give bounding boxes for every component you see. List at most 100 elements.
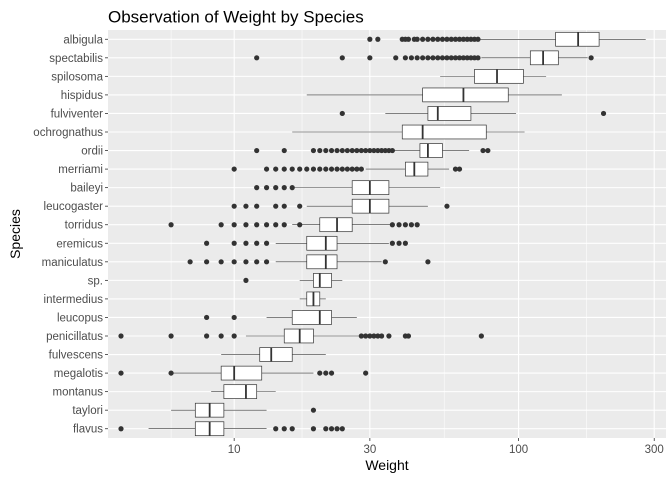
outlier-point (344, 147, 350, 154)
outlier-point (371, 333, 377, 339)
y-tick-label: baileyi (70, 183, 103, 195)
outlier-point (396, 222, 402, 228)
box-taylori (171, 402, 317, 418)
outlier-point (382, 147, 388, 154)
outlier-point (414, 222, 420, 228)
outlier-point (456, 36, 463, 42)
x-tick-label: 30 (363, 444, 376, 456)
outlier-point (425, 55, 431, 61)
outlier-point (281, 426, 287, 432)
outlier-point (204, 259, 210, 265)
x-axis-ticks: 10 30 100 300 (228, 438, 664, 456)
outlier-point (468, 55, 474, 61)
y-tick-label: leucopus (57, 312, 103, 324)
box-fulvescens (221, 347, 326, 362)
outlier-point (310, 166, 317, 172)
box-albigula (367, 31, 646, 47)
y-tick-label: ordii (81, 146, 103, 158)
outlier-point (263, 222, 270, 228)
outlier-point (358, 166, 364, 172)
outlier-point (118, 426, 124, 432)
outlier-point (389, 222, 395, 228)
outlier-point (339, 166, 345, 172)
outlier-point (317, 166, 323, 172)
outlier-point (243, 259, 249, 265)
y-tick-label: maniculatus (42, 257, 104, 269)
outlier-point (452, 55, 459, 61)
box-body (529, 50, 559, 66)
outlier-point (444, 36, 450, 42)
y-tick-label: intermedius (44, 294, 104, 306)
outlier-point (273, 166, 279, 172)
box-torridus (168, 217, 420, 233)
box-leucopus (204, 310, 357, 325)
y-tick-label: sp. (88, 275, 103, 287)
outlier-point (187, 259, 193, 265)
outlier-point (448, 55, 454, 61)
box-maniculatus (187, 254, 431, 270)
outlier-point (389, 240, 395, 246)
outlier-point (334, 147, 340, 154)
outlier-point (485, 147, 491, 154)
y-tick-label: montanus (52, 387, 103, 399)
outlier-point (439, 36, 446, 42)
outlier-point (231, 259, 237, 265)
outlier-point (405, 333, 412, 339)
plot-panel (108, 30, 666, 438)
outlier-point (328, 147, 335, 154)
outlier-point (339, 426, 345, 432)
box-body (319, 217, 353, 233)
y-tick-label: megalotis (54, 368, 103, 380)
outlier-point (254, 222, 260, 228)
outlier-point (281, 147, 287, 154)
outlier-point (475, 55, 481, 61)
outlier-point (363, 370, 369, 376)
outlier-point (289, 426, 295, 432)
y-tick-label: torridus (65, 220, 104, 232)
box-body (259, 347, 293, 362)
outlier-point (118, 370, 124, 376)
outlier-point (425, 259, 431, 265)
box-ordii (254, 143, 491, 158)
outlier-point (243, 222, 249, 228)
outlier-point (243, 277, 249, 283)
box-hispidus (306, 87, 562, 103)
outlier-point (273, 203, 279, 209)
outlier-point (460, 36, 467, 42)
box-body (313, 273, 332, 288)
outlier-point (254, 55, 260, 61)
outlier-point (254, 185, 260, 191)
outlier-point (420, 36, 426, 42)
outlier-point (263, 166, 270, 172)
outlier-point (204, 333, 210, 339)
outlier-point (323, 426, 329, 432)
outlier-point (204, 314, 210, 321)
outlier-point (231, 240, 237, 246)
outlier-point (435, 55, 441, 61)
outlier-point (231, 166, 237, 172)
outlier-point (452, 166, 459, 172)
outlier-point (349, 166, 355, 172)
box-body (306, 254, 338, 270)
outlier-point (414, 36, 420, 42)
outlier-point (334, 166, 340, 172)
outlier-point (328, 370, 335, 376)
outlier-point (402, 55, 408, 61)
outlier-point (289, 185, 295, 191)
outlier-point (435, 36, 441, 42)
outlier-point (379, 147, 385, 154)
box-body (220, 365, 263, 381)
outlier-point (317, 370, 323, 376)
outlier-point (218, 222, 224, 228)
outlier-point (354, 147, 360, 154)
outlier-point (118, 333, 124, 339)
outlier-point (297, 203, 303, 209)
outlier-point (444, 203, 450, 209)
y-tick-label: albigula (63, 34, 103, 46)
y-tick-label: spilosoma (51, 71, 103, 83)
x-tick-label: 300 (645, 444, 664, 456)
box-sp (243, 273, 343, 288)
y-tick-label: hispidus (61, 90, 103, 102)
outlier-point (204, 240, 210, 246)
outlier-point (354, 166, 360, 172)
